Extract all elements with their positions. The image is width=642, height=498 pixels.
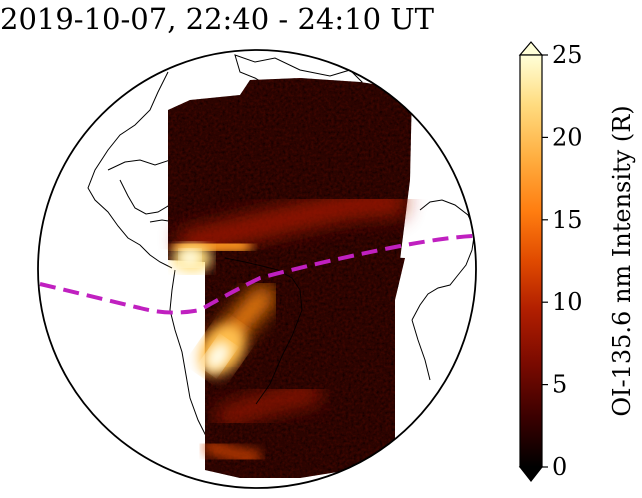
colorbar-tick-label: 0	[552, 453, 567, 481]
colorbar-extend-min	[518, 466, 544, 482]
globe-outline	[37, 49, 477, 489]
globe-content	[39, 54, 476, 478]
colorbar-label: OI-135.6 nm Intensity (R)	[608, 105, 636, 416]
colorbar-tick-label: 25	[552, 41, 583, 69]
airglow-image	[168, 78, 412, 478]
colorbar-tick-label: 10	[552, 288, 583, 316]
plot-title: 2019-10-07, 22:40 - 24:10 UT	[0, 2, 435, 36]
colorbar-tick-label: 15	[552, 206, 583, 234]
colorbar-tick-label: 5	[552, 371, 567, 399]
colorbar-extend-max	[518, 41, 544, 56]
colorbar-body	[519, 54, 543, 468]
magnetic-equator	[39, 233, 476, 315]
colorbar-tick-label: 20	[552, 123, 583, 151]
colorbar: 0 5 10 15 20 25 OI-135.6 nm Intensity (R)	[518, 41, 636, 482]
colorbar-ticks: 0 5 10 15 20 25	[542, 41, 583, 481]
